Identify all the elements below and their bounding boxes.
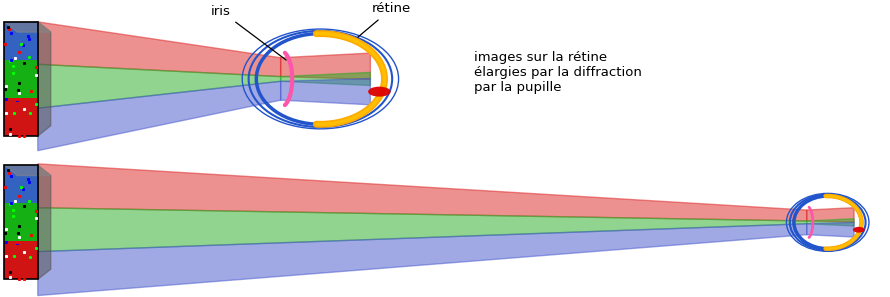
- Polygon shape: [806, 208, 854, 222]
- Polygon shape: [280, 78, 370, 105]
- Polygon shape: [37, 208, 806, 252]
- Bar: [4, 60, 37, 98]
- Polygon shape: [37, 64, 280, 108]
- Ellipse shape: [853, 227, 865, 233]
- Polygon shape: [4, 165, 51, 176]
- Polygon shape: [37, 165, 51, 279]
- Text: rétine: rétine: [358, 2, 411, 37]
- Polygon shape: [37, 22, 280, 77]
- Polygon shape: [280, 53, 370, 79]
- Polygon shape: [4, 22, 51, 32]
- Bar: [4, 165, 37, 279]
- Text: images sur la rétine
élargies par la diffraction
par la pupille: images sur la rétine élargies par la dif…: [474, 51, 642, 94]
- Polygon shape: [280, 72, 370, 86]
- Polygon shape: [37, 224, 806, 296]
- Polygon shape: [37, 164, 806, 221]
- Ellipse shape: [368, 87, 391, 97]
- Polygon shape: [806, 219, 854, 226]
- Polygon shape: [37, 81, 280, 151]
- Polygon shape: [37, 22, 51, 136]
- Bar: [4, 241, 37, 279]
- Bar: [4, 98, 37, 136]
- Text: iris: iris: [211, 5, 287, 60]
- Bar: [4, 22, 37, 60]
- Bar: [4, 165, 37, 203]
- Polygon shape: [806, 222, 854, 237]
- Bar: [4, 22, 37, 136]
- Bar: [4, 203, 37, 241]
